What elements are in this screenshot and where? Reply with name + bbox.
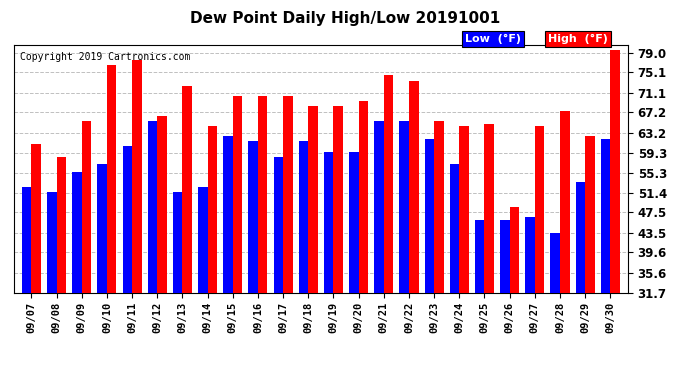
Bar bbox=[460, 126, 469, 292]
Bar bbox=[72, 172, 81, 292]
Bar bbox=[349, 152, 359, 292]
Bar bbox=[333, 106, 343, 292]
Bar bbox=[248, 141, 258, 292]
Bar bbox=[283, 96, 293, 292]
Bar bbox=[148, 121, 157, 292]
Bar bbox=[424, 139, 434, 292]
Bar bbox=[575, 182, 585, 292]
Bar bbox=[409, 81, 419, 292]
Text: Low  (°F): Low (°F) bbox=[465, 34, 521, 44]
Bar bbox=[132, 60, 141, 292]
Bar bbox=[223, 136, 233, 292]
Text: Dew Point Daily High/Low 20191001: Dew Point Daily High/Low 20191001 bbox=[190, 11, 500, 26]
Bar bbox=[22, 187, 32, 292]
Bar bbox=[299, 141, 308, 292]
Bar bbox=[308, 106, 318, 292]
Bar bbox=[400, 121, 409, 292]
Bar bbox=[551, 232, 560, 292]
Bar bbox=[173, 192, 182, 292]
Bar bbox=[610, 50, 620, 292]
Bar bbox=[450, 164, 460, 292]
Bar bbox=[157, 116, 167, 292]
Bar bbox=[81, 121, 91, 292]
Text: High  (°F): High (°F) bbox=[548, 34, 608, 44]
Bar bbox=[434, 121, 444, 292]
Bar bbox=[273, 157, 283, 292]
Bar bbox=[208, 126, 217, 292]
Bar bbox=[560, 111, 569, 292]
Bar bbox=[47, 192, 57, 292]
Bar bbox=[324, 152, 333, 292]
Bar bbox=[32, 144, 41, 292]
Bar bbox=[258, 96, 268, 292]
Bar bbox=[97, 164, 107, 292]
Bar bbox=[123, 146, 132, 292]
Bar bbox=[233, 96, 242, 292]
Bar bbox=[535, 126, 544, 292]
Bar bbox=[384, 75, 393, 292]
Bar bbox=[525, 217, 535, 292]
Bar bbox=[484, 124, 494, 292]
Text: Copyright 2019 Cartronics.com: Copyright 2019 Cartronics.com bbox=[20, 53, 190, 62]
Bar bbox=[585, 136, 595, 292]
Bar bbox=[475, 220, 484, 292]
Bar bbox=[500, 220, 510, 292]
Bar bbox=[107, 65, 117, 292]
Bar bbox=[359, 101, 368, 292]
Bar bbox=[374, 121, 384, 292]
Bar bbox=[57, 157, 66, 292]
Bar bbox=[510, 207, 519, 292]
Bar bbox=[198, 187, 208, 292]
Bar bbox=[182, 86, 192, 292]
Bar bbox=[601, 139, 610, 292]
